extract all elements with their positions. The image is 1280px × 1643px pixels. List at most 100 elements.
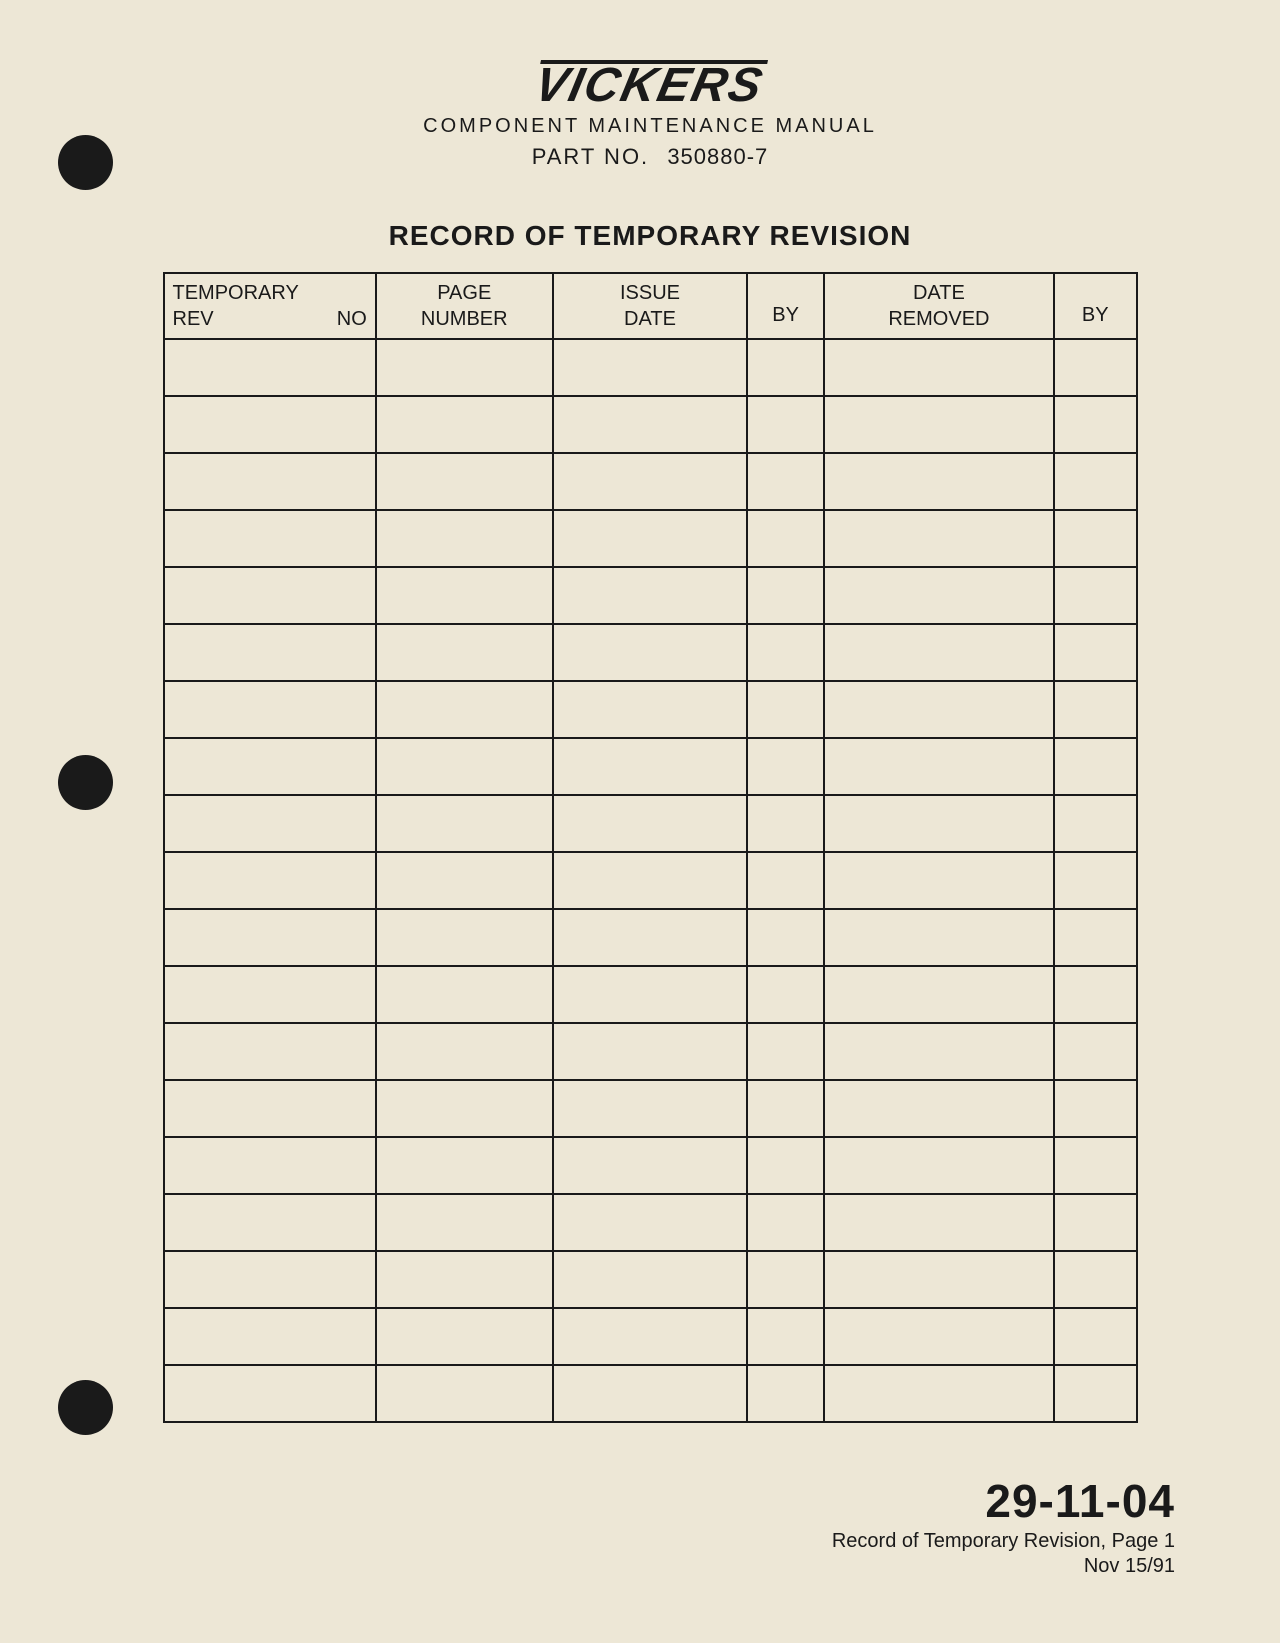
table-cell [553,909,748,966]
hole-punch-bottom [58,1380,113,1435]
table-cell [1054,1251,1137,1308]
table-row [164,510,1137,567]
table-cell [747,1080,824,1137]
table-cell [164,852,376,909]
table-cell [376,1308,553,1365]
table-cell [824,339,1054,396]
document-code: 29-11-04 [832,1474,1175,1528]
col-header-date-removed: DATE REMOVED [824,273,1054,339]
table-cell [164,738,376,795]
table-cell [747,1023,824,1080]
col-header-by-2: BY [1054,273,1137,339]
table-cell [376,339,553,396]
table-cell [164,966,376,1023]
revision-record-table: TEMPORARY REV NO PAGE NUMBER ISSUE DATE … [163,272,1138,1423]
table-cell [164,510,376,567]
table-cell [747,852,824,909]
table-row [164,624,1137,681]
table-cell [824,1023,1054,1080]
table-cell [164,909,376,966]
table-cell [553,738,748,795]
hole-punch-middle [58,755,113,810]
table-row [164,852,1137,909]
table-cell [553,681,748,738]
table-cell [376,909,553,966]
part-number-label: PART NO. [532,144,649,169]
table-row [164,339,1137,396]
table-cell [747,1308,824,1365]
table-cell [553,510,748,567]
table-cell [1054,795,1137,852]
table-row [164,396,1137,453]
table-cell [376,1080,553,1137]
table-cell [747,1137,824,1194]
table-cell [553,624,748,681]
table-cell [1054,1194,1137,1251]
table-cell [553,339,748,396]
table-cell [164,1308,376,1365]
table-cell [747,1365,824,1422]
table-cell [164,1251,376,1308]
table-cell [164,1194,376,1251]
table-cell [824,567,1054,624]
table-cell [553,966,748,1023]
table-cell [824,852,1054,909]
table-cell [164,1137,376,1194]
table-cell [824,738,1054,795]
table-row [164,1023,1137,1080]
table-cell [164,1080,376,1137]
table-cell [824,795,1054,852]
table-cell [376,1365,553,1422]
table-cell [164,795,376,852]
table-cell [164,453,376,510]
brand-logo: VICKERS [531,60,768,107]
table-cell [376,453,553,510]
document-header: VICKERS COMPONENT MAINTENANCE MANUAL PAR… [120,60,1180,170]
table-cell [1054,738,1137,795]
table-cell [824,1137,1054,1194]
table-row [164,1080,1137,1137]
table-cell [164,1365,376,1422]
table-cell [553,453,748,510]
table-cell [376,1137,553,1194]
table-cell [553,1365,748,1422]
table-cell [376,510,553,567]
table-cell [747,624,824,681]
table-cell [376,681,553,738]
table-cell [824,510,1054,567]
table-cell [824,681,1054,738]
table-cell [1054,1023,1137,1080]
table-cell [376,1251,553,1308]
table-row [164,1251,1137,1308]
col-header-issue-date: ISSUE DATE [553,273,748,339]
col-header-page-number: PAGE NUMBER [376,273,553,339]
table-header-row: TEMPORARY REV NO PAGE NUMBER ISSUE DATE … [164,273,1137,339]
table-cell [376,738,553,795]
table-cell [164,339,376,396]
table-cell [824,1365,1054,1422]
table-cell [747,738,824,795]
table-cell [1054,1080,1137,1137]
table-row [164,567,1137,624]
table-cell [1054,339,1137,396]
col-header-text: BY [752,302,819,328]
col-header-text: REV [173,306,214,332]
table-cell [1054,1308,1137,1365]
table-row [164,795,1137,852]
col-header-text: DATE [558,306,743,332]
table-cell [164,624,376,681]
col-header-text: NUMBER [381,306,548,332]
table-row [164,966,1137,1023]
col-header-text: TEMPORARY [173,280,367,306]
table-cell [747,1194,824,1251]
table-row [164,909,1137,966]
table-cell [747,567,824,624]
table-cell [553,1080,748,1137]
table-cell [747,966,824,1023]
table-cell [376,624,553,681]
table-cell [747,795,824,852]
table-cell [824,1308,1054,1365]
table-cell [553,567,748,624]
footer-page-label: Record of Temporary Revision, Page 1 [832,1530,1175,1553]
table-row [164,681,1137,738]
